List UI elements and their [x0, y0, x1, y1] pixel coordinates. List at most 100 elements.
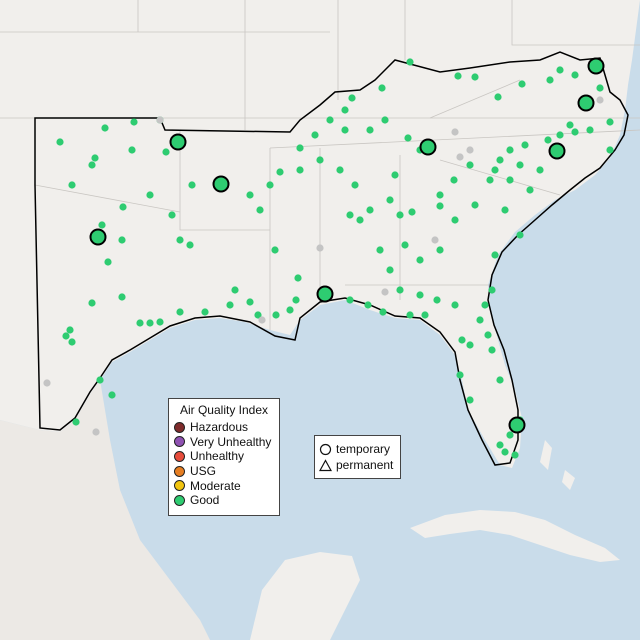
sensor-marker[interactable]	[119, 203, 127, 211]
sensor-marker[interactable]	[88, 299, 96, 307]
sensor-marker[interactable]	[466, 161, 474, 169]
sensor-marker[interactable]	[436, 191, 444, 199]
sensor-marker[interactable]	[292, 296, 300, 304]
station-marker[interactable]	[212, 175, 230, 193]
sensor-marker[interactable]	[506, 176, 514, 184]
sensor-marker[interactable]	[466, 396, 474, 404]
sensor-marker[interactable]	[556, 66, 564, 74]
sensor-marker[interactable]	[98, 221, 106, 229]
sensor-marker[interactable]	[346, 211, 354, 219]
station-marker[interactable]	[587, 57, 605, 75]
sensor-marker[interactable]	[136, 319, 144, 327]
sensor-marker[interactable]	[391, 171, 399, 179]
sensor-marker[interactable]	[451, 301, 459, 309]
sensor-marker[interactable]	[526, 186, 534, 194]
sensor-marker[interactable]	[351, 181, 359, 189]
sensor-marker[interactable]	[606, 146, 614, 154]
sensor-marker-no-data[interactable]	[156, 116, 164, 124]
sensor-marker[interactable]	[476, 316, 484, 324]
sensor-markers[interactable]	[56, 58, 614, 459]
sensor-marker[interactable]	[271, 246, 279, 254]
sensor-markers-no-data[interactable]	[43, 96, 604, 436]
station-marker[interactable]	[508, 416, 526, 434]
sensor-marker[interactable]	[341, 106, 349, 114]
sensor-marker[interactable]	[108, 391, 116, 399]
sensor-marker[interactable]	[68, 181, 76, 189]
sensor-marker-no-data[interactable]	[43, 379, 51, 387]
sensor-marker[interactable]	[451, 216, 459, 224]
sensor-marker[interactable]	[66, 326, 74, 334]
sensor-marker[interactable]	[546, 76, 554, 84]
sensor-marker[interactable]	[606, 118, 614, 126]
sensor-marker[interactable]	[276, 168, 284, 176]
sensor-marker[interactable]	[408, 208, 416, 216]
sensor-marker[interactable]	[162, 148, 170, 156]
sensor-marker[interactable]	[521, 141, 529, 149]
sensor-marker[interactable]	[101, 124, 109, 132]
sensor-marker[interactable]	[118, 236, 126, 244]
sensor-marker[interactable]	[364, 301, 372, 309]
sensor-marker[interactable]	[186, 241, 194, 249]
sensor-marker[interactable]	[296, 166, 304, 174]
sensor-marker[interactable]	[118, 293, 126, 301]
sensor-marker[interactable]	[266, 181, 274, 189]
sensor-marker[interactable]	[226, 301, 234, 309]
sensor-marker[interactable]	[488, 286, 496, 294]
sensor-marker[interactable]	[376, 246, 384, 254]
sensor-marker[interactable]	[421, 311, 429, 319]
sensor-marker[interactable]	[294, 274, 302, 282]
sensor-marker[interactable]	[316, 156, 324, 164]
station-marker[interactable]	[316, 285, 334, 303]
sensor-marker[interactable]	[378, 84, 386, 92]
sensor-marker-no-data[interactable]	[466, 146, 474, 154]
sensor-marker[interactable]	[401, 241, 409, 249]
sensor-marker[interactable]	[91, 154, 99, 162]
sensor-marker[interactable]	[366, 126, 374, 134]
sensor-marker[interactable]	[494, 93, 502, 101]
sensor-marker[interactable]	[450, 176, 458, 184]
sensor-marker[interactable]	[406, 58, 414, 66]
sensor-marker[interactable]	[246, 191, 254, 199]
sensor-marker[interactable]	[486, 176, 494, 184]
sensor-marker[interactable]	[484, 331, 492, 339]
sensor-marker[interactable]	[506, 146, 514, 154]
sensor-marker[interactable]	[128, 146, 136, 154]
sensor-marker[interactable]	[571, 128, 579, 136]
sensor-marker[interactable]	[286, 306, 294, 314]
sensor-marker[interactable]	[516, 161, 524, 169]
sensor-marker-no-data[interactable]	[431, 236, 439, 244]
sensor-marker[interactable]	[379, 308, 387, 316]
sensor-marker[interactable]	[311, 131, 319, 139]
sensor-marker[interactable]	[471, 73, 479, 81]
sensor-marker[interactable]	[416, 291, 424, 299]
sensor-marker[interactable]	[496, 156, 504, 164]
sensor-marker[interactable]	[471, 201, 479, 209]
sensor-marker[interactable]	[254, 311, 262, 319]
sensor-marker[interactable]	[296, 144, 304, 152]
sensor-marker[interactable]	[88, 161, 96, 169]
station-marker[interactable]	[548, 142, 566, 160]
sensor-marker[interactable]	[436, 202, 444, 210]
sensor-marker[interactable]	[404, 134, 412, 142]
sensor-marker[interactable]	[491, 251, 499, 259]
sensor-marker[interactable]	[341, 126, 349, 134]
sensor-marker[interactable]	[156, 318, 164, 326]
sensor-marker[interactable]	[416, 256, 424, 264]
sensor-marker[interactable]	[501, 448, 509, 456]
sensor-marker[interactable]	[146, 191, 154, 199]
sensor-marker[interactable]	[586, 126, 594, 134]
sensor-marker[interactable]	[346, 296, 354, 304]
sensor-marker[interactable]	[272, 311, 280, 319]
station-marker[interactable]	[89, 228, 107, 246]
sensor-marker[interactable]	[433, 296, 441, 304]
sensor-marker-no-data[interactable]	[451, 128, 459, 136]
sensor-marker[interactable]	[146, 319, 154, 327]
sensor-marker[interactable]	[496, 441, 504, 449]
station-markers[interactable]	[89, 57, 605, 434]
sensor-marker[interactable]	[481, 301, 489, 309]
sensor-marker[interactable]	[386, 196, 394, 204]
sensor-marker[interactable]	[62, 332, 70, 340]
sensor-marker[interactable]	[406, 311, 414, 319]
sensor-marker[interactable]	[386, 266, 394, 274]
